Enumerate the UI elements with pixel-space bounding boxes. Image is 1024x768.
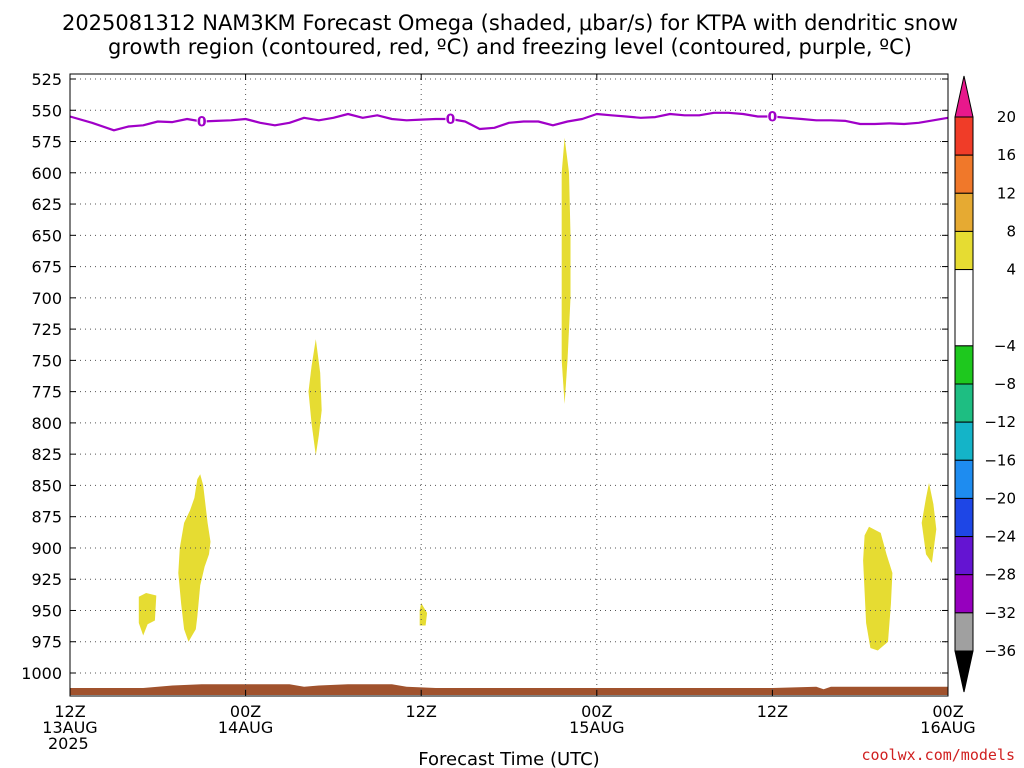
chart-title-line1: 2025081312 NAM3KM Forecast Omega (shaded… — [62, 11, 958, 35]
y-tick-label-750: 750 — [31, 351, 62, 370]
colorbar-bin-1 — [954, 116, 974, 156]
y-tick-label-600: 600 — [31, 164, 62, 183]
x-tick-label-36-1: 00Z — [581, 702, 612, 721]
colorbar-label-8: −12 — [984, 413, 1016, 431]
colorbar-bin-6 — [954, 345, 974, 385]
omega-region-3 — [308, 339, 322, 456]
colorbar-label-6: −4 — [994, 337, 1016, 355]
y-tick-label-625: 625 — [31, 195, 62, 214]
colorbar-bin-10 — [954, 497, 974, 538]
x-tick-label-0-3: 2025 — [48, 734, 89, 753]
x-tick-label-12-1: 00Z — [230, 702, 261, 721]
x-axis-label: Forecast Time (UTC) — [418, 749, 599, 768]
colorbar-bin-3 — [954, 192, 974, 232]
omega-region-7 — [921, 482, 937, 563]
omega-region-1 — [138, 593, 157, 636]
y-tick-label-725: 725 — [31, 320, 62, 339]
y-tick-label-1000: 1000 — [21, 664, 62, 683]
colorbar-bin-5 — [954, 269, 974, 347]
colorbar-label-11: −24 — [984, 528, 1016, 546]
y-tick-label-900: 900 — [31, 539, 62, 558]
omega-region-5 — [561, 137, 571, 405]
colorbar-label-4: 8 — [1006, 222, 1016, 240]
freezing-level-label-2: 0 — [446, 112, 456, 128]
colorbar-label-14: −36 — [984, 642, 1016, 660]
terrain-shape — [70, 684, 948, 695]
x-tick-label-36-2: 15AUG — [569, 718, 624, 737]
colorbar-label-13: −32 — [984, 604, 1016, 622]
x-tick-label-60-1: 00Z — [932, 702, 963, 721]
omega-region-2 — [178, 474, 211, 642]
terrain-layer — [70, 684, 948, 695]
freezing-label-bg-2 — [445, 111, 456, 127]
colorbar-label-2: 16 — [997, 146, 1016, 164]
y-axis: 525 550 575 600 625 650 675 700 725 750 775 800 825 8… — [21, 70, 948, 683]
colorbar-bin-11 — [954, 536, 974, 576]
colorbar-label-10: −20 — [984, 489, 1016, 507]
chart-title-line2: growth region (contoured, red, ºC) and f… — [108, 35, 912, 59]
credit-text: coolwx.com/models — [861, 746, 1015, 764]
colorbar-bin-9 — [954, 459, 974, 499]
omega-layer — [138, 137, 937, 651]
y-tick-label-925: 925 — [31, 570, 62, 589]
freezing-level-layer: 0 0 0 — [69, 108, 949, 132]
colorbar-bin-13 — [954, 612, 974, 652]
colorbar-bin-4 — [954, 230, 974, 271]
x-tick-label-60-2: 16AUG — [920, 718, 975, 737]
y-tick-label-700: 700 — [31, 289, 62, 308]
x-tick-label-12-2: 14AUG — [218, 718, 273, 737]
y-tick-label-950: 950 — [31, 601, 62, 620]
colorbar-label-5: 4 — [1006, 261, 1016, 279]
y-tick-label-525: 525 — [31, 70, 62, 89]
y-tick-label-850: 850 — [31, 476, 62, 495]
colorbar-label-1: 20 — [997, 108, 1016, 126]
y-tick-label-775: 775 — [31, 383, 62, 402]
colorbar-bin-7 — [954, 383, 974, 423]
x-tick-label-0-1: 12Z — [54, 702, 85, 721]
colorbar: 20 16 12 8 4 −4 −8 −12 −16 −20 −24 −28 −32 −36 — [954, 75, 1016, 693]
colorbar-bin-12 — [954, 574, 974, 614]
colorbar-bin-8 — [954, 421, 974, 461]
y-tick-label-875: 875 — [31, 508, 62, 527]
y-tick-label-550: 550 — [31, 101, 62, 120]
freezing-level-line — [69, 111, 949, 132]
y-tick-label-825: 825 — [31, 445, 62, 464]
freezing-label-bg-1 — [196, 113, 207, 129]
colorbar-bottom-arrow — [954, 650, 974, 693]
colorbar-label-7: −8 — [994, 375, 1016, 393]
freezing-level-label-3: 0 — [768, 110, 778, 126]
colorbar-bin-2 — [954, 154, 974, 194]
colorbar-top-arrow — [954, 75, 974, 118]
plot-frame — [69, 73, 949, 697]
y-tick-label-675: 675 — [31, 258, 62, 277]
x-tick-label-48-1: 12Z — [757, 702, 788, 721]
grid-layer — [70, 74, 948, 696]
colorbar-label-12: −28 — [984, 566, 1016, 584]
omega-region-6 — [863, 526, 893, 651]
y-tick-label-800: 800 — [31, 414, 62, 433]
freezing-label-bg-3 — [767, 108, 778, 124]
y-tick-label-975: 975 — [31, 633, 62, 652]
freezing-level-label-1: 0 — [197, 115, 207, 131]
x-tick-label-0-2: 13AUG — [42, 718, 97, 737]
colorbar-label-9: −16 — [984, 451, 1016, 469]
y-tick-label-650: 650 — [31, 226, 62, 245]
colorbar-label-3: 12 — [997, 184, 1016, 202]
x-tick-label-24-1: 12Z — [406, 702, 437, 721]
y-tick-label-575: 575 — [31, 133, 62, 152]
